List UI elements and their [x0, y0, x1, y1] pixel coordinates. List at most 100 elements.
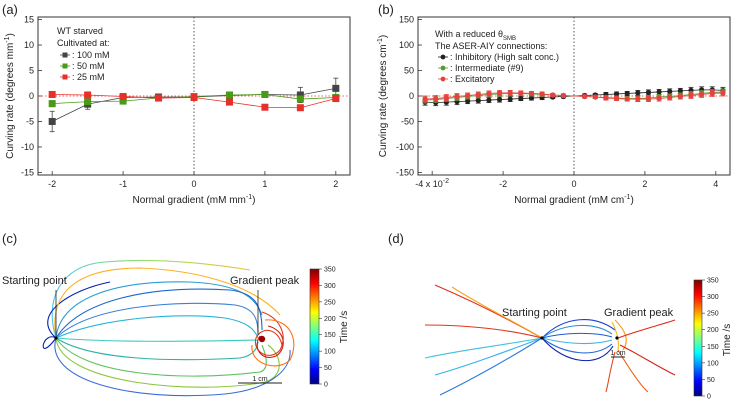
colorbar-tick-label: 150	[324, 332, 336, 339]
b-xtick-label: 0	[571, 179, 576, 189]
b-data-point	[645, 89, 652, 96]
trajectory-c-2	[55, 281, 263, 339]
a-ytick-label: 10	[24, 40, 34, 50]
a-data-point	[225, 91, 233, 99]
b-data-point	[613, 95, 620, 102]
a-legend-label: : 25 mM	[72, 72, 105, 82]
b-series-3	[422, 89, 726, 103]
colorbar-tick-label: 200	[324, 316, 336, 323]
b-data-point	[518, 90, 524, 96]
b-data-point	[486, 97, 492, 103]
a-data-point	[332, 95, 340, 103]
trajectory-d-15	[617, 319, 676, 339]
panel-a-x-ticks: -2 -1 0 1 2	[48, 171, 338, 189]
b-data-point	[518, 95, 524, 102]
colorbar-tick-label: 100	[324, 349, 336, 356]
a-ytick-label: -10	[21, 142, 34, 152]
panel-c-colorbar	[309, 268, 320, 385]
b-data-point	[613, 91, 620, 97]
b-data-point	[667, 88, 673, 95]
b-data-point	[635, 90, 641, 96]
b-data-point	[667, 94, 673, 101]
a-data-point	[119, 93, 127, 101]
b-data-point	[624, 90, 630, 97]
b-data-point	[507, 96, 513, 102]
a-ytick-label: 15	[24, 15, 34, 25]
trajectory-c-7	[55, 337, 259, 361]
trajectory-d-18	[605, 351, 616, 393]
trajectory-d-5	[434, 337, 543, 376]
b-data-point	[709, 90, 715, 97]
panel-b-legend-title-1: With a reduced θSMB	[435, 29, 516, 42]
b-ytick-label: 100	[399, 40, 414, 50]
b-data-point	[624, 96, 630, 102]
b-data-point	[507, 90, 513, 96]
trajectory-d-10	[541, 337, 613, 345]
a-ytick-label: -15	[21, 167, 34, 177]
trajectory-c-8	[55, 337, 267, 377]
panel-d-peak-marker	[615, 336, 619, 340]
panel-a-legend: WT starved Cultivated at: : 100 mM: 50 m…	[57, 26, 110, 82]
trajectory-d-2	[451, 286, 543, 339]
colorbar-tick-label: 50	[707, 377, 715, 384]
a-data-point	[84, 91, 92, 99]
b-data-point	[465, 92, 471, 99]
b-ytick-label: 50	[404, 66, 414, 76]
a-data-point	[296, 91, 304, 99]
a-data-point	[48, 90, 56, 98]
panel-d-scale-label: 1 cm	[610, 350, 625, 357]
a-data-point	[332, 84, 340, 92]
panel-c-start-label: Starting point	[2, 275, 67, 287]
a-legend-marker	[62, 52, 68, 58]
b-data-point	[582, 93, 588, 100]
panel-a-series	[48, 77, 340, 133]
colorbar-tick-label: 350	[324, 267, 336, 274]
b-data-point	[443, 94, 449, 101]
trajectory-d-9	[541, 332, 613, 339]
b-ytick-label: 150	[399, 15, 414, 25]
panel-d-colorbar	[693, 279, 703, 397]
b-data-point	[720, 90, 726, 96]
panel-d-peak-label: Gradient peak	[604, 307, 674, 319]
b-data-point	[465, 98, 471, 104]
panel-d-start-label: Starting point	[502, 307, 567, 319]
a-ytick-label: 5	[29, 66, 34, 76]
b-data-point	[699, 91, 705, 98]
a-data-point	[296, 95, 304, 103]
panel-c-colorbar-label: Time /s	[339, 311, 350, 343]
panel-c-peak-marker	[258, 335, 266, 343]
colorbar-tick-label: 250	[707, 311, 719, 318]
b-data-point	[496, 90, 503, 96]
trajectory-c-5	[55, 315, 259, 339]
b-legend-label: : Intermediate (#9)	[450, 63, 524, 73]
b-ytick-label: -50	[401, 116, 414, 126]
panel-b-x-ticks: -4 x 10-2 -2 0 2 4	[415, 171, 718, 189]
panel-b-legend-title-2: The ASER-AIY connections:	[435, 41, 547, 51]
b-data-point	[496, 96, 503, 103]
b-data-point	[603, 95, 609, 101]
a-series-3	[48, 90, 340, 112]
a-data-point	[225, 98, 233, 106]
b-data-point	[635, 96, 641, 102]
b-data-point	[454, 93, 460, 100]
panel-b-legend: With a reduced θSMB The ASER-AIY connect…	[435, 29, 559, 84]
a-xtick-label: -1	[119, 179, 127, 189]
b-data-point	[656, 95, 662, 102]
b-data-point	[422, 96, 428, 102]
trajectory-c-3	[55, 288, 263, 339]
trajectory-d-11	[541, 337, 613, 354]
panel-c-scale-label: 1 cm	[252, 376, 267, 383]
a-legend-marker	[62, 74, 68, 80]
a-xtick-label: -2	[48, 179, 56, 189]
colorbar-tick-label: 250	[324, 299, 336, 306]
colorbar-tick-label: 0	[707, 394, 711, 401]
a-data-point	[155, 94, 163, 102]
b-data-point	[656, 89, 662, 95]
trajectory-d-8	[541, 324, 613, 339]
b-xtick-label: 4	[713, 179, 718, 189]
trajectory-d-13	[611, 321, 620, 351]
b-ytick-label: 0	[409, 91, 414, 101]
panel-c-label: (c)	[2, 231, 17, 246]
trajectory-c-15	[256, 325, 284, 358]
